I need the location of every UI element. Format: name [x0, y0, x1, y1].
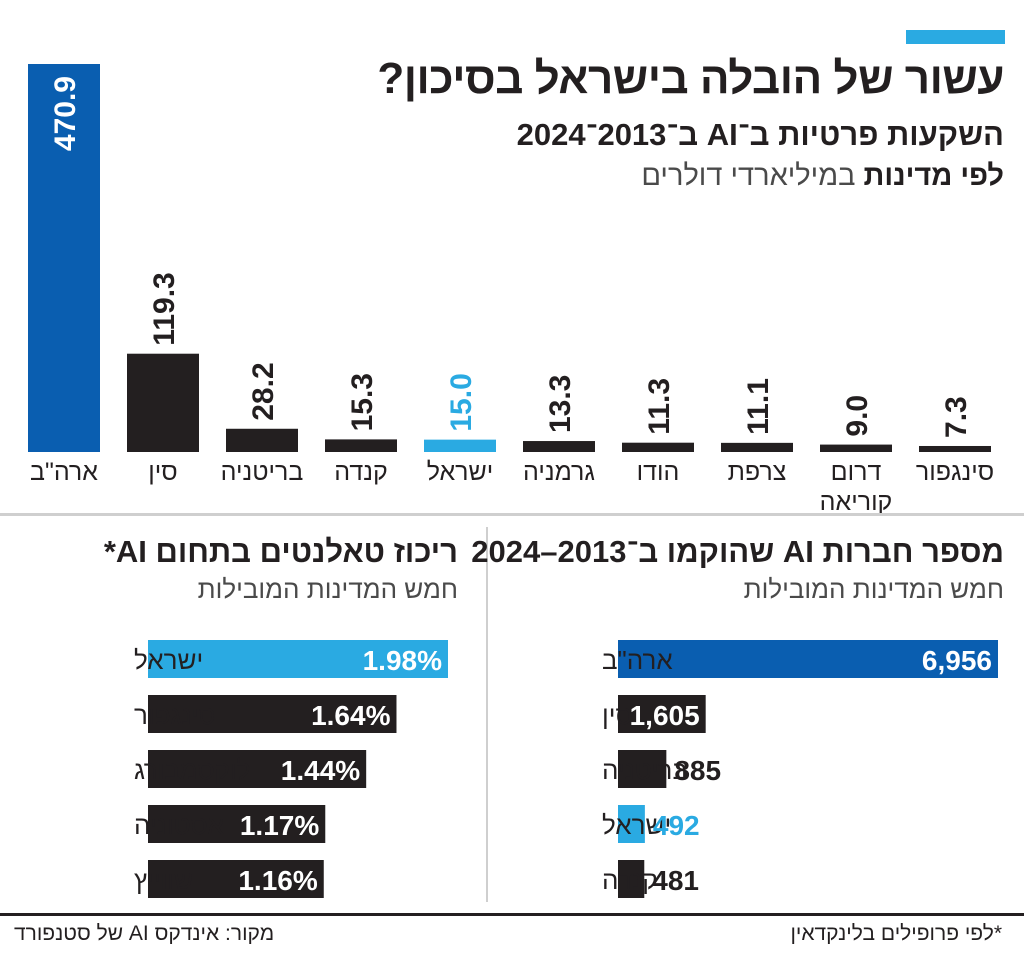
bar-4 [148, 860, 324, 898]
category-label: קוריאה [820, 488, 893, 515]
footer-rule [0, 913, 1024, 916]
investment-bar-chart: 470.9 ארה"ב 119.3 סין 28.2 בריטניה 15.3 קנדה 15.… [28, 64, 994, 515]
bar-2 [618, 750, 667, 788]
category-label: קנדה [602, 865, 658, 895]
category-label: ישראל [134, 645, 203, 675]
bar-value-label: 885 [674, 755, 721, 786]
bar-0 [28, 64, 100, 452]
bar-3 [148, 805, 326, 843]
bar-1 [148, 695, 397, 733]
category-label: אסטוניה [134, 810, 224, 840]
bar-value-label: 481 [652, 865, 699, 896]
bar-value-label: 11.3 [643, 378, 676, 435]
bar-3 [325, 439, 397, 452]
category-label: דרום [831, 458, 882, 486]
chart-subtitle: השקעות פרטיות ב־AI ב־2013־2024 [516, 117, 1004, 152]
talent-title: ריכוז טאלנטים בתחום AI* [103, 534, 458, 569]
category-label: סין [602, 700, 633, 730]
category-label: ישראל [602, 810, 671, 840]
bar-4 [424, 439, 496, 452]
bar-value-label: 1.64% [311, 700, 390, 731]
bar-value-label: 15.3 [346, 373, 379, 431]
category-label: ארה"ב [602, 645, 673, 675]
bar-value-label: 1.44% [281, 755, 360, 786]
category-label: בריטניה [602, 755, 688, 785]
bar-7 [721, 442, 793, 452]
bar-value-label: 492 [653, 810, 700, 841]
bar-6 [622, 442, 694, 452]
bar-value-label: 1.98% [363, 645, 442, 676]
chart-subtitle-units: לפי מדינות במיליארדי דולרים [641, 160, 1004, 193]
category-label: ישראל [427, 458, 494, 486]
bar-value-label: 13.3 [544, 375, 577, 433]
bar-value-label: 9.0 [841, 395, 874, 437]
category-label: גרמניה [523, 458, 595, 486]
bar-value-label: 15.0 [445, 373, 478, 431]
bar-0 [618, 640, 998, 678]
source-note: מקור: אינדקס AI של סטנפורד [14, 922, 275, 945]
bar-2 [226, 428, 298, 452]
bar-value-label: 1.17% [240, 810, 319, 841]
bar-4 [618, 860, 645, 898]
subtitle-units: במיליארדי דולרים [641, 160, 864, 192]
bar-0 [148, 640, 448, 678]
category-label: לוקסמבורג [134, 755, 250, 785]
category-label: צרפת [728, 458, 787, 486]
bar-5 [523, 441, 595, 452]
category-label: הודו [637, 458, 680, 486]
page-title: עשור של הובלה בישראל בסיכון? [377, 54, 1004, 103]
category-label: קנדה [334, 458, 387, 486]
bar-value-label: 28.2 [247, 362, 280, 420]
category-label: סין [148, 458, 177, 486]
subtitle-bold: לפי מדינות [863, 160, 1004, 192]
bar-1 [127, 353, 199, 452]
bar-value-label: 470.9 [49, 76, 82, 151]
bar-9 [919, 445, 991, 452]
bar-value-label: 1.16% [238, 865, 317, 896]
accent-bar [906, 30, 1005, 44]
bar-2 [148, 750, 367, 788]
bar-value-label: 1,605 [630, 700, 700, 731]
talent-panel-header: ריכוז טאלנטים בתחום AI* חמש המדינות המוב… [104, 534, 458, 605]
bar-8 [820, 444, 892, 452]
talent-bar-chart: ישראל 1.98% סינגפור 1.64% לוקסמבורג 1.44% אסטו… [134, 640, 448, 898]
bar-value-label: 11.1 [742, 378, 775, 435]
category-label: בריטניה [221, 458, 304, 486]
panel-divider [486, 527, 488, 902]
bar-value-label: 7.3 [940, 396, 973, 438]
talent-footnote: *לפי פרופילים בלינקדאין [790, 922, 1002, 945]
category-label: סינגפור [916, 458, 994, 486]
companies-panel-header: מספר חברות AI שהוקמו ב־2013–2024 חמש המד… [471, 534, 1004, 605]
section-divider [0, 513, 1024, 516]
bar-3 [618, 805, 645, 843]
talent-subtitle: חמש המדינות המובילות [197, 574, 458, 604]
category-label: שווייץ [134, 865, 193, 895]
category-label: סינגפור [134, 700, 215, 730]
bar-value-label: 6,956 [922, 645, 992, 676]
companies-subtitle: חמש המדינות המובילות [743, 574, 1004, 604]
category-label: ארה"ב [30, 458, 98, 486]
companies-title: מספר חברות AI שהוקמו ב־2013–2024 [471, 534, 1004, 569]
bar-value-label: 119.3 [148, 272, 181, 345]
bar-1 [618, 695, 706, 733]
